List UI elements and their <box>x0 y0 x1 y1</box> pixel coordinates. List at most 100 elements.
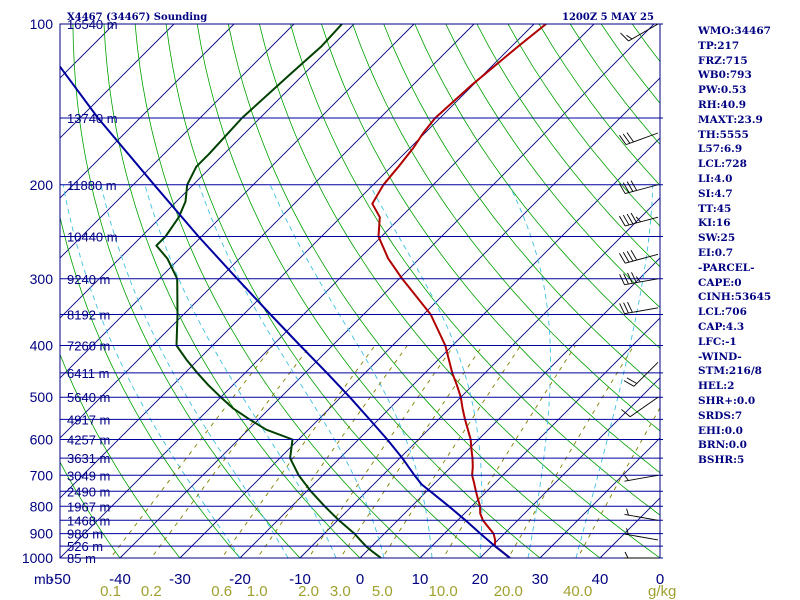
moist-adiabat <box>575 184 654 558</box>
dry-adiabat <box>383 24 660 391</box>
height-label: 3049 m <box>67 468 110 483</box>
mixing-ratio-line <box>577 406 660 558</box>
mixing-ratio-tick-label: 40.0 <box>563 583 592 600</box>
mixing-ratio-unit: g/kg <box>648 583 676 600</box>
wind-barb <box>619 301 659 315</box>
mixing-ratio-line <box>442 345 576 558</box>
station-title: X4467 (34467) Sounding <box>67 12 207 23</box>
mixing-ratio-tick-label: 20.0 <box>494 583 523 600</box>
height-label: 986 m <box>67 527 103 542</box>
index-item: TH:5555 <box>698 128 749 141</box>
mixing-ratio-tick-label: 0.6 <box>211 583 232 600</box>
wind-barb <box>619 132 659 146</box>
mixing-ratio-line <box>307 345 455 558</box>
wind-barb <box>619 272 659 286</box>
dry-adiabat <box>227 24 601 558</box>
index-item: SHR+:0.0 <box>698 394 756 407</box>
stability-indices-panel: WMO:34467 TP:217 FRZ:715 WB0:793 PW:0.53 RH:4… <box>698 24 798 468</box>
dry-adiabat <box>60 461 121 558</box>
isobar-lines <box>60 23 663 559</box>
isotherm <box>60 24 475 439</box>
dry-adiabat <box>445 24 660 308</box>
dry-adiabat <box>259 24 660 558</box>
temperature-tick-label: -20 <box>229 571 251 588</box>
mixing-ratio-tick-label: 0.2 <box>141 583 162 600</box>
height-label: 5640 m <box>67 390 110 405</box>
temperature-tick-label: -30 <box>169 571 191 588</box>
mixing-ratio-line <box>507 345 635 558</box>
dry-adiabat <box>165 24 481 558</box>
wind-barb <box>620 23 659 42</box>
pressure-tick-label: 300 <box>30 271 54 287</box>
isotherm <box>479 377 660 558</box>
isotherm <box>60 24 595 558</box>
height-label: 7260 m <box>67 339 110 354</box>
height-label: 4917 m <box>67 412 110 427</box>
height-labels: 16540 m 13740 m 11880 m 10440 m 9240 m 8192 m… <box>67 17 118 566</box>
index-item: LFC:-1 <box>698 335 737 348</box>
isotherm <box>299 197 660 558</box>
temperature-tick-label: -10 <box>289 571 311 588</box>
index-item: CAP:4.3 <box>698 320 745 333</box>
height-label: 85 m <box>67 551 96 566</box>
height-label: 6411 m <box>67 366 109 381</box>
index-item: SRDS:7 <box>698 409 743 422</box>
temperature-tick-label: 10 <box>412 571 429 588</box>
temperature-tick-label: 0 <box>656 571 664 588</box>
isotherm-lines <box>60 24 660 558</box>
isotherm <box>119 24 655 558</box>
dry-adiabat <box>352 24 660 432</box>
wind-barb <box>619 249 659 264</box>
height-label: 3631 m <box>67 451 110 466</box>
wind-barb <box>621 396 659 418</box>
isotherm <box>60 24 415 379</box>
isotherm <box>419 317 660 558</box>
dry-adiabat <box>290 24 660 516</box>
dry-adiabat <box>134 24 421 558</box>
isotherm <box>60 24 355 319</box>
pressure-axis: 100 200 300 400 500 600 700 800 900 1000 mb <box>22 16 54 587</box>
temperature-tick-label: 40 <box>592 571 609 588</box>
height-label: 9240 m <box>67 272 110 287</box>
temperature-axis: -50 -40 -30 -20 -10 0 10 20 30 40 0 <box>49 571 664 588</box>
isotherm <box>179 77 660 558</box>
isotherm <box>60 24 535 499</box>
mixing-ratio-tick-label: 10.0 <box>428 583 457 600</box>
temperature-tick-label: -40 <box>109 571 131 588</box>
dry-adiabat <box>196 24 541 558</box>
height-label: 1967 m <box>67 499 110 514</box>
index-item: RH:40.9 <box>698 98 747 111</box>
mixing-ratio-tick-label: 5.0 <box>372 583 393 600</box>
index-item: L57:6.9 <box>698 143 743 156</box>
index-item: SW:25 <box>698 232 736 245</box>
mixing-ratio-line <box>256 345 408 558</box>
height-label: 1468 m <box>67 513 110 528</box>
mixing-ratio-line <box>150 345 311 558</box>
pressure-tick-label: 400 <box>30 338 54 354</box>
isotherm <box>60 24 235 199</box>
moist-adiabat <box>100 184 289 558</box>
dry-adiabat <box>60 215 241 558</box>
index-item: KI:16 <box>698 217 731 230</box>
temperature-tick-label: 30 <box>532 571 549 588</box>
isotherm <box>60 24 295 259</box>
index-item: CINH:53645 <box>698 291 772 304</box>
index-item: WB0:793 <box>698 69 752 82</box>
pressure-tick-label: 1000 <box>22 550 53 566</box>
temperature-profile <box>371 24 547 558</box>
wind-barb <box>624 551 658 559</box>
mixing-ratio-tick-label: 1.0 <box>247 583 268 600</box>
mixing-ratio-line <box>381 345 521 558</box>
index-item: TT:45 <box>698 202 732 215</box>
index-item: PW:0.53 <box>698 84 747 97</box>
pressure-tick-label: 700 <box>30 467 54 483</box>
sounding-time: 1200Z 5 MAY 25 <box>562 12 654 23</box>
isotherm <box>239 137 660 558</box>
wind-barb <box>619 180 659 194</box>
moist-adiabat <box>62 184 241 558</box>
index-item: EHI:0.0 <box>698 424 743 437</box>
mixing-ratio-tick-label: 2.0 <box>298 583 319 600</box>
index-item: LCL:728 <box>698 158 747 171</box>
index-item: EI:0.7 <box>698 246 734 259</box>
